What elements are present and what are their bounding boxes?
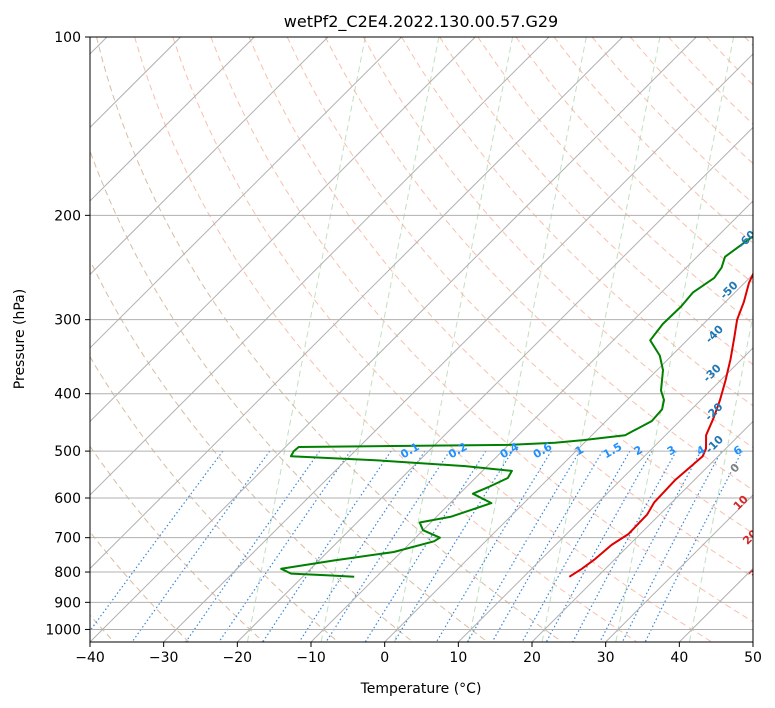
y-tick-label: 900 bbox=[54, 595, 81, 611]
dry-adiabat-line bbox=[90, 445, 264, 642]
dry-adiabat-line bbox=[134, 37, 638, 642]
dry-adiabat-line bbox=[286, 37, 753, 534]
mixing-ratio-line bbox=[491, 450, 604, 642]
isotherm-gridline bbox=[90, 37, 550, 496]
isotherm-gridline bbox=[457, 347, 753, 642]
moist-adiabat-line bbox=[541, 37, 661, 642]
dry-adiabat-line bbox=[172, 37, 712, 642]
moist-adiabat-line bbox=[394, 37, 514, 642]
y-tick-label: 100 bbox=[54, 30, 81, 46]
isotherm-gridline bbox=[90, 37, 329, 276]
isotherm-gridline bbox=[236, 126, 753, 642]
mixing-ratio-line bbox=[644, 450, 743, 642]
x-tick-label: 10 bbox=[449, 650, 467, 666]
isotherm-gridline bbox=[531, 420, 753, 642]
moist-adiabat-line bbox=[247, 37, 366, 642]
moist-adiabat-line bbox=[615, 37, 735, 642]
moist-adiabat-line bbox=[689, 312, 753, 642]
moist-adiabat-line bbox=[468, 37, 587, 642]
dry-adiabat-line bbox=[210, 37, 753, 623]
dewpoint-profile-line bbox=[280, 234, 753, 578]
isotherm-gridline bbox=[163, 53, 753, 642]
temperature-profile-line bbox=[568, 271, 753, 578]
isotherm-gridline bbox=[90, 37, 476, 423]
y-tick-label: 300 bbox=[54, 313, 81, 329]
isotherm-gridline bbox=[605, 494, 753, 642]
dry-adiabat-line bbox=[439, 37, 753, 366]
dry-adiabat-line bbox=[90, 149, 488, 642]
x-axis-label: Temperature (°C) bbox=[360, 681, 482, 697]
moist-adiabat-line bbox=[320, 37, 440, 642]
isotherm-gridline bbox=[384, 273, 753, 642]
mixing-ratio-line bbox=[572, 450, 677, 642]
dry-adiabat-line bbox=[248, 37, 753, 578]
dry-adiabat-line bbox=[324, 37, 753, 491]
y-tick-label: 800 bbox=[54, 565, 81, 581]
isotherm-gridline bbox=[90, 37, 623, 570]
mixing-ratio-line bbox=[185, 450, 321, 642]
y-tick-label: 1000 bbox=[45, 622, 81, 638]
isotherm-gridline bbox=[310, 200, 753, 642]
x-tick-label: −40 bbox=[75, 650, 105, 666]
y-tick-label: 500 bbox=[54, 444, 81, 460]
x-tick-label: −20 bbox=[223, 650, 253, 666]
mixing-ratio-line bbox=[218, 450, 351, 642]
y-tick-label: 400 bbox=[54, 387, 81, 403]
mixing-ratio-line bbox=[599, 450, 702, 642]
plot-frame bbox=[89, 36, 754, 643]
x-tick-label: 50 bbox=[744, 650, 762, 666]
mixing-ratio-line bbox=[621, 450, 722, 642]
y-axis-label: Pressure (hPa) bbox=[12, 289, 28, 389]
isotherm-gridline bbox=[90, 37, 255, 202]
x-tick-label: 40 bbox=[670, 650, 688, 666]
dry-adiabat-line bbox=[96, 37, 563, 642]
dry-adiabat-line bbox=[477, 37, 753, 325]
chart-title: wetPf2_C2E4.2022.130.00.57.G29 bbox=[284, 12, 558, 32]
x-tick-label: 20 bbox=[523, 650, 541, 666]
isotherm-gridline bbox=[90, 37, 402, 349]
y-tick-label: 700 bbox=[54, 531, 81, 547]
x-tick-label: 0 bbox=[380, 650, 389, 666]
x-tick-label: −10 bbox=[296, 650, 326, 666]
mixing-ratio-line bbox=[90, 450, 224, 632]
x-tick-label: 30 bbox=[597, 650, 615, 666]
moist-adiabat-label: 30 bbox=[746, 561, 766, 581]
isotherm-gridline bbox=[90, 37, 697, 642]
mixing-ratio-line bbox=[521, 450, 631, 642]
y-tick-label: 600 bbox=[54, 491, 81, 507]
x-tick-label: −30 bbox=[149, 650, 179, 666]
y-tick-label: 200 bbox=[54, 208, 81, 224]
mixing-ratio-line bbox=[298, 450, 426, 642]
